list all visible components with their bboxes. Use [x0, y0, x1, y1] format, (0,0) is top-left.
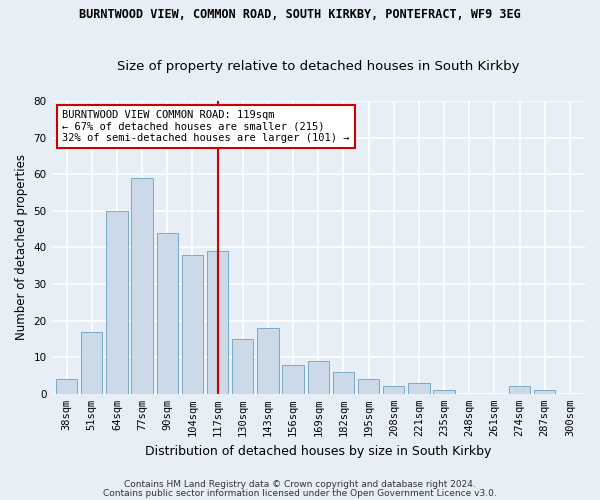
Bar	[81, 332, 103, 394]
Text: BURNTWOOD VIEW, COMMON ROAD, SOUTH KIRKBY, PONTEFRACT, WF9 3EG: BURNTWOOD VIEW, COMMON ROAD, SOUTH KIRKB…	[79, 8, 521, 20]
Bar	[433, 390, 455, 394]
Bar	[232, 339, 253, 394]
Text: Contains public sector information licensed under the Open Government Licence v3: Contains public sector information licen…	[103, 488, 497, 498]
Bar	[333, 372, 354, 394]
Text: Contains HM Land Registry data © Crown copyright and database right 2024.: Contains HM Land Registry data © Crown c…	[124, 480, 476, 489]
Text: BURNTWOOD VIEW COMMON ROAD: 119sqm
← 67% of detached houses are smaller (215)
32: BURNTWOOD VIEW COMMON ROAD: 119sqm ← 67%…	[62, 110, 350, 143]
Bar	[509, 386, 530, 394]
Bar	[383, 386, 404, 394]
Bar	[106, 211, 128, 394]
Title: Size of property relative to detached houses in South Kirkby: Size of property relative to detached ho…	[117, 60, 520, 74]
Bar	[308, 361, 329, 394]
Bar	[257, 328, 278, 394]
Y-axis label: Number of detached properties: Number of detached properties	[15, 154, 28, 340]
Bar	[182, 254, 203, 394]
Bar	[56, 379, 77, 394]
Bar	[157, 233, 178, 394]
Bar	[358, 379, 379, 394]
Bar	[283, 364, 304, 394]
X-axis label: Distribution of detached houses by size in South Kirkby: Distribution of detached houses by size …	[145, 444, 491, 458]
Bar	[534, 390, 556, 394]
Bar	[207, 251, 229, 394]
Bar	[131, 178, 153, 394]
Bar	[408, 383, 430, 394]
